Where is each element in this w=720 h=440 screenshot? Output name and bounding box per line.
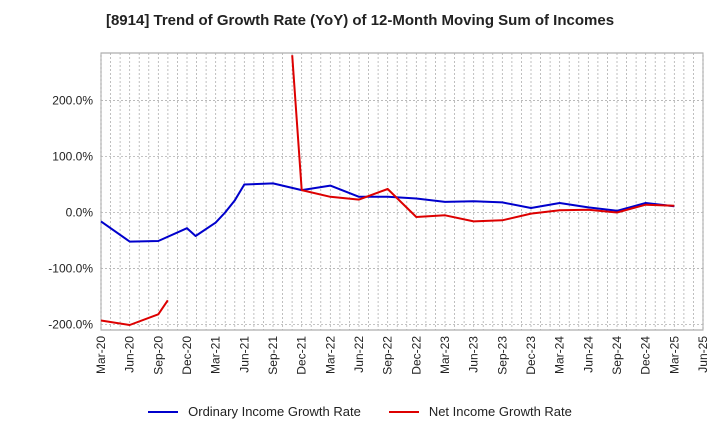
legend-swatch-net [388, 410, 419, 413]
x-tick-label: Sep-21 [266, 336, 280, 375]
legend-item-net: Net Income Growth Rate [388, 404, 572, 419]
x-tick-label: Jun-24 [581, 336, 595, 373]
chart-title: [8914] Trend of Growth Rate (YoY) of 12-… [105, 12, 615, 29]
x-tick-label: Sep-20 [151, 336, 165, 375]
x-tick-label: Dec-21 [295, 336, 309, 375]
legend-item-ordinary: Ordinary Income Growth Rate [148, 404, 361, 419]
x-tick-label: Dec-20 [180, 336, 194, 375]
legend-label-ordinary: Ordinary Income Growth Rate [188, 404, 361, 419]
y-tick-label: 100.0% [52, 150, 93, 164]
x-tick-label: Mar-22 [323, 336, 337, 374]
x-tick-label: Jun-20 [123, 336, 137, 373]
y-tick-label: 200.0% [52, 94, 93, 108]
x-tick-label: Mar-20 [94, 336, 108, 374]
x-tick-label: Dec-23 [524, 336, 538, 375]
legend: Ordinary Income Growth Rate Net Income G… [0, 404, 720, 419]
x-tick-label: Dec-22 [409, 336, 423, 375]
x-tick-label: Mar-25 [667, 336, 681, 374]
x-tick-label: Sep-23 [495, 336, 509, 375]
series-line-net [100, 299, 169, 326]
x-tick-label: Jun-25 [696, 336, 710, 373]
x-tick-label: Jun-23 [467, 336, 481, 373]
series-line-ordinary [100, 182, 675, 243]
x-tick-label: Mar-23 [438, 336, 452, 374]
legend-swatch-ordinary [148, 410, 179, 413]
series-line-net [291, 55, 675, 223]
y-tick-label: -100.0% [48, 261, 93, 275]
legend-label-net: Net Income Growth Rate [428, 404, 572, 419]
x-tick-label: Jun-22 [352, 336, 366, 373]
x-tick-label: Sep-22 [381, 336, 395, 375]
x-tick-label: Jun-21 [237, 336, 251, 373]
y-tick-label: 0.0% [66, 205, 94, 219]
x-tick-label: Sep-24 [610, 336, 624, 375]
x-tick-label: Mar-21 [209, 336, 223, 374]
y-tick-label: -200.0% [48, 317, 93, 331]
plot-frame [100, 52, 704, 331]
x-tick-label: Mar-24 [553, 336, 567, 374]
x-tick-label: Dec-24 [639, 336, 653, 375]
